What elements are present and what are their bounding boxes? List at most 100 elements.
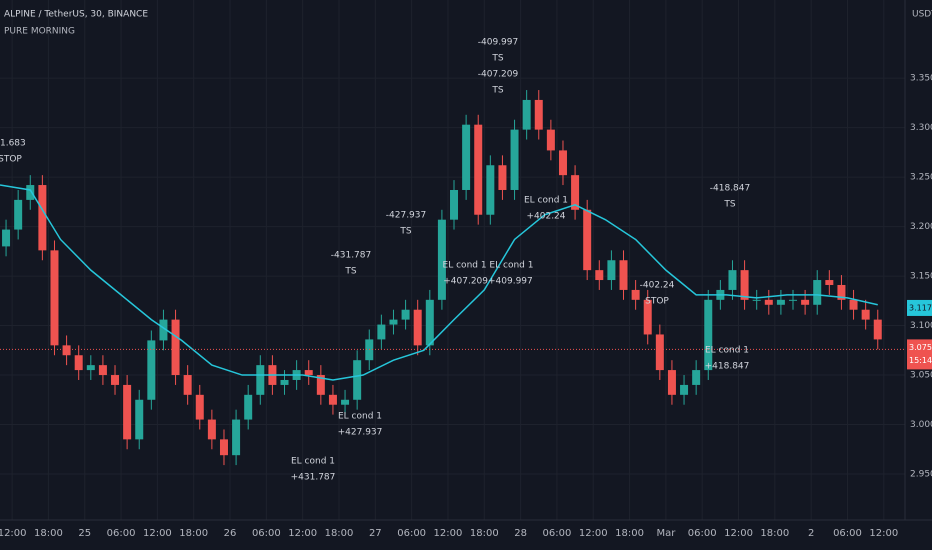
candle-body (123, 384, 132, 440)
strategy-annotation: EL cond 1 (291, 457, 335, 467)
y-tick-label: 2.9500 (910, 469, 932, 479)
candle-body (631, 289, 640, 300)
ma-badge (907, 299, 932, 316)
candle-body (304, 370, 313, 376)
annotations: 01.683 STOP -431.787 TS -427.937 TS -409.997 TS… (0, 38, 750, 483)
candle-body (667, 370, 676, 395)
candle-body (353, 360, 362, 400)
strategy-annotation: EL cond 1 EL cond 1 (443, 261, 534, 271)
candle-body (219, 439, 228, 456)
strategy-annotation: +418.847 (705, 362, 750, 372)
candle-body (74, 355, 83, 371)
candle-body (813, 280, 822, 305)
x-tick-label: 06:00 (397, 528, 426, 539)
candle-body (861, 309, 870, 320)
x-tick-label: Mar (656, 528, 676, 539)
x-tick-label: 06:00 (252, 528, 281, 539)
candle-body (825, 280, 834, 285)
candle-body (498, 165, 507, 190)
x-tick-label: 18:00 (470, 528, 499, 539)
x-tick-label: 2 (808, 528, 814, 539)
strategy-annotation: TS (399, 227, 411, 237)
candle-body (316, 375, 325, 395)
candle-body (377, 324, 386, 340)
candle-body (183, 375, 192, 395)
candle-body (195, 394, 204, 420)
strategy-annotation: -418.847 (710, 184, 750, 194)
candle-body (801, 299, 810, 305)
candle-body (873, 319, 882, 340)
strategy-annotation: TS (344, 267, 356, 277)
strategy-annotation: -427.937 (386, 211, 426, 221)
candle-body (437, 219, 446, 300)
last-price-label: 3.0759 (909, 343, 932, 352)
x-tick-label: 26 (224, 528, 237, 539)
x-tick-label: 28 (514, 528, 527, 539)
candle-body (595, 270, 604, 281)
candle-body (14, 199, 23, 230)
candle-body (522, 99, 531, 130)
candle-body (413, 309, 422, 346)
strategy-annotation: EL cond 1 (705, 346, 749, 356)
candle-body (450, 189, 459, 220)
x-tick-label: 12:00 (724, 528, 753, 539)
candle-body (534, 99, 543, 130)
candle-body (583, 209, 592, 271)
candle-body (728, 270, 737, 290)
x-tick-label: 18:00 (615, 528, 644, 539)
candle-body (740, 270, 749, 300)
x-tick-label: 12:00 (869, 528, 898, 539)
moving-average (0, 184, 878, 381)
candle-body (849, 299, 858, 310)
candle-body (244, 394, 253, 420)
strategy-annotation: -409.997 (478, 38, 518, 48)
candle-body (692, 370, 701, 385)
candle-body (789, 299, 798, 301)
candle-body (401, 309, 410, 320)
candle-body (341, 399, 350, 405)
candle-body (207, 419, 216, 440)
candle-body (425, 299, 434, 346)
candle-body (38, 185, 47, 251)
candle-body (510, 129, 519, 190)
strategy-annotation: +431.787 (291, 473, 336, 483)
candle-body (558, 150, 567, 176)
candle-body (62, 345, 71, 356)
x-tick-label: 18:00 (179, 528, 208, 539)
x-tick-label: 12:00 (579, 528, 608, 539)
candle-body (607, 260, 616, 281)
strategy-annotation: +427.937 (338, 428, 383, 438)
symbol-title: ALPINE / TetherUS, 30, BINANCE (4, 10, 148, 20)
candle-body (680, 384, 689, 395)
y-tick-label: 3.3500 (910, 74, 932, 84)
x-tick-label: 12:00 (143, 528, 172, 539)
candle-body (462, 124, 471, 190)
y-tick-label: 3.0000 (910, 420, 932, 430)
x-tick-label: 18:00 (760, 528, 789, 539)
strategy-annotation: TS (491, 54, 503, 64)
x-tick-label: 06:00 (543, 528, 572, 539)
x-tick-label: 12:00 (0, 528, 27, 539)
strategy-annotation: STOP (0, 155, 22, 165)
indicator-name: PURE MORNING (4, 27, 75, 37)
strategy-annotation: 01.683 (0, 139, 26, 149)
last-price-badge (907, 339, 932, 370)
strategy-annotation: -402.24 (640, 281, 675, 291)
strategy-annotation: +402.24 (526, 212, 565, 222)
candle-body (328, 394, 337, 405)
candle-body (546, 129, 555, 151)
y-tick-label: 3.2500 (910, 173, 932, 183)
strategy-annotation: EL cond 1 (524, 196, 568, 206)
y-tick-label: 3.3000 (910, 123, 932, 133)
candle-body (643, 299, 652, 335)
candle-body (571, 175, 580, 210)
strategy-annotation: TS (491, 86, 503, 96)
candle-body (389, 319, 398, 325)
candle-body (171, 319, 180, 376)
ma-label: 3.1178 (909, 303, 932, 312)
candle-body (655, 334, 664, 371)
plot (0, 90, 905, 466)
strategy-annotation: -407.209 (478, 70, 519, 80)
